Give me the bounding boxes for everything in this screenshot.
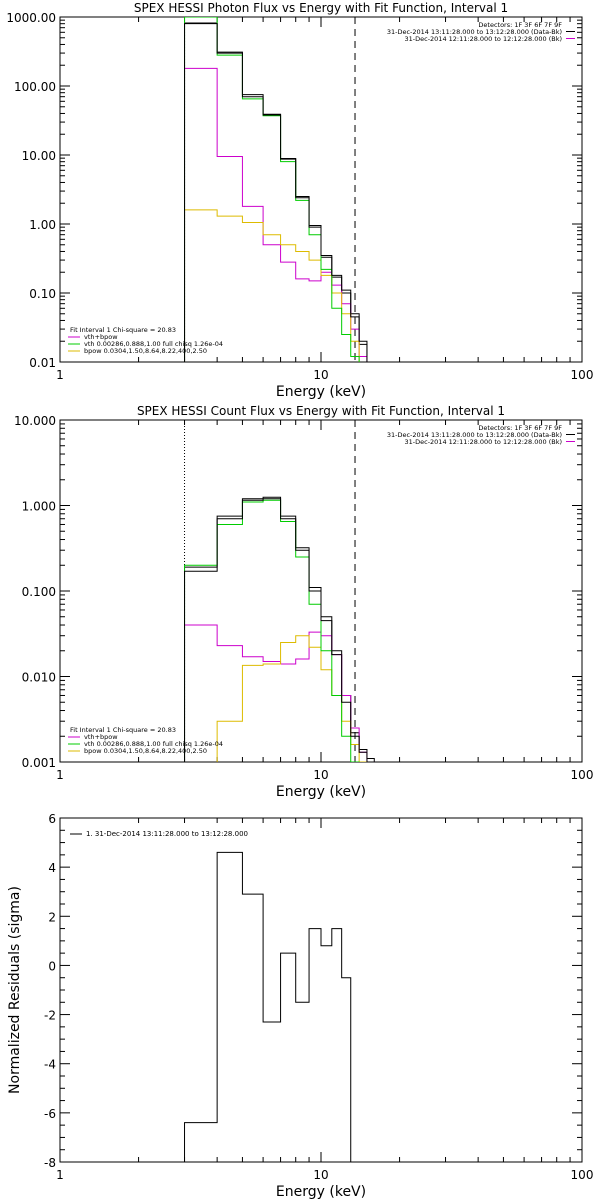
info-right-line: 31-Dec-2014 13:11:28.000 to 13:12:28.000… [387,28,562,36]
chart-panel-3: 1 10 100 Energy (keV) -8 -6 -4 -2 0 2 4 6 Normalized… [7,812,593,1200]
y-tick-label: 6 [48,812,56,826]
x-tick-label: 100 [571,368,594,382]
series-data [184,22,368,362]
series-vth_thick [184,624,375,762]
x-tick-label: 100 [571,768,594,782]
info-right-line: 31-Dec-2014 12:11:28.000 to 12:12:28.000… [405,35,563,43]
info-left-line: vth+bpow [84,733,118,741]
info-right-line: 31-Dec-2014 12:11:28.000 to 12:12:28.000… [405,438,563,446]
y-tick-label: 4 [48,861,56,875]
y-tick-label: -8 [44,1156,56,1170]
series-vth_thick [184,67,368,362]
y-tick-label: 0.01 [29,356,56,370]
series-total [184,23,368,362]
chart-title: SPEX HESSI Count Flux vs Energy with Fit… [137,404,505,418]
legend-label: 1. 31-Dec-2014 13:11:28.000 to 13:12:28.… [86,830,248,838]
series-vth [184,499,375,762]
info-left-line: Fit Interval 1 Chi-square = 20.83 [70,726,176,734]
y-axis-label: Normalized Residuals (sigma) [7,886,23,1094]
y-tick-label: 1000.00 [6,11,56,25]
x-axis-label: Energy (keV) [276,784,366,800]
y-tick-label: 0.001 [22,756,56,770]
y-tick-label: 1.00 [29,218,56,232]
x-tick-label: 10 [313,768,328,782]
y-tick-label: 0.010 [22,671,56,685]
y-tick-label: 2 [48,910,56,924]
y-tick-label: 0 [48,959,56,973]
y-tick-label: 0.10 [29,287,56,301]
info-left-line: bpow 0.0304,1.50,8.64,8.22,400,2.50 [84,747,207,755]
info-left-line: vth+bpow [84,333,118,341]
x-axis-label: Energy (keV) [276,1184,366,1200]
series-data [184,496,375,762]
x-tick-label: 1 [56,1168,64,1182]
series-bpow [184,635,375,762]
chart-panel-1: SPEX HESSI Photon Flux vs Energy with Fi… [6,1,593,400]
series-data [184,851,360,1162]
info-right-line: Detectors: 1F 3F 6F 7F 9F [478,424,562,432]
y-tick-label: -4 [44,1058,56,1072]
x-tick-label: 10 [313,368,328,382]
y-tick-label: 10.00 [22,149,56,163]
y-tick-label: 100.00 [14,80,56,94]
info-left-line: vth 0.00286,0.888,1.00 full chisq 1.26e-… [84,340,223,348]
x-tick-label: 10 [313,1168,328,1182]
x-tick-label: 100 [571,1168,594,1182]
y-tick-label: 10.000 [14,414,56,428]
plot-frame [59,817,583,1163]
plot-frame [59,16,583,363]
info-left-line: vth 0.00286,0.888,1.00 full chisq 1.26e-… [84,740,223,748]
info-right-line: 31-Dec-2014 13:11:28.000 to 13:12:28.000… [387,431,562,439]
x-axis-label: Energy (keV) [276,384,366,400]
info-right-line: Detectors: 1F 3F 6F 7F 9F [478,21,562,29]
series-vth [184,17,368,362]
chart-title: SPEX HESSI Photon Flux vs Energy with Fi… [134,1,508,15]
y-tick-label: -6 [44,1107,56,1121]
y-tick-label: 1.000 [22,500,56,514]
y-tick-label: -2 [44,1009,56,1023]
x-tick-label: 1 [56,368,64,382]
info-left-line: Fit Interval 1 Chi-square = 20.83 [70,326,176,334]
series-total [184,498,375,762]
y-tick-label: 0.100 [22,585,56,599]
chart-panel-2: SPEX HESSI Count Flux vs Energy with Fit… [14,404,593,800]
x-tick-label: 1 [56,768,64,782]
info-left-line: bpow 0.0304,1.50,8.64,8.22,400,2.50 [84,347,207,355]
